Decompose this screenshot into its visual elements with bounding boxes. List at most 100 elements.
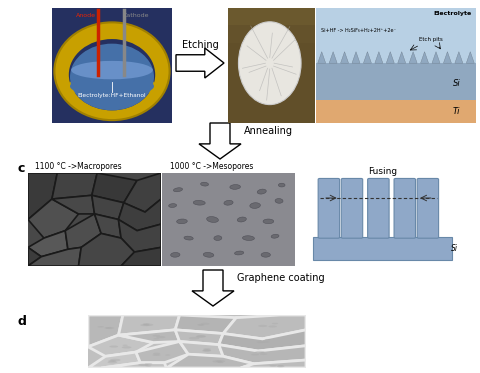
Polygon shape xyxy=(454,52,462,63)
Text: Fusing: Fusing xyxy=(367,167,396,176)
Polygon shape xyxy=(443,52,451,63)
Polygon shape xyxy=(223,315,305,339)
Polygon shape xyxy=(28,199,78,238)
Text: 1100 °C ->Macropores: 1100 °C ->Macropores xyxy=(35,162,121,171)
Polygon shape xyxy=(199,123,240,159)
Circle shape xyxy=(264,339,270,340)
Circle shape xyxy=(105,327,114,329)
Circle shape xyxy=(110,359,120,361)
Circle shape xyxy=(254,351,264,353)
Text: 1000 °C ->Mesopores: 1000 °C ->Mesopores xyxy=(169,162,253,171)
Polygon shape xyxy=(88,335,153,356)
Bar xyxy=(315,63,475,100)
Polygon shape xyxy=(118,199,161,231)
Ellipse shape xyxy=(249,203,260,209)
Ellipse shape xyxy=(234,251,243,255)
Circle shape xyxy=(145,365,151,367)
Ellipse shape xyxy=(71,61,153,79)
Ellipse shape xyxy=(69,39,155,110)
Polygon shape xyxy=(88,352,140,368)
Ellipse shape xyxy=(173,188,182,192)
Circle shape xyxy=(258,325,267,327)
Circle shape xyxy=(108,360,116,362)
Circle shape xyxy=(268,326,276,327)
Circle shape xyxy=(203,348,210,350)
Polygon shape xyxy=(397,52,405,63)
Ellipse shape xyxy=(203,253,214,257)
Polygon shape xyxy=(431,52,439,63)
Polygon shape xyxy=(121,247,161,266)
Circle shape xyxy=(153,338,159,339)
Polygon shape xyxy=(118,219,161,252)
Polygon shape xyxy=(328,52,336,63)
Ellipse shape xyxy=(271,234,278,238)
Bar xyxy=(312,237,451,260)
Polygon shape xyxy=(52,195,94,214)
Bar xyxy=(228,25,314,123)
Circle shape xyxy=(276,366,284,367)
Circle shape xyxy=(153,353,160,354)
Polygon shape xyxy=(92,173,137,203)
Circle shape xyxy=(188,337,199,339)
Circle shape xyxy=(201,323,209,325)
Polygon shape xyxy=(65,214,101,249)
Text: Cathode: Cathode xyxy=(122,13,149,18)
Text: Si: Si xyxy=(452,79,460,88)
Circle shape xyxy=(121,346,131,348)
FancyBboxPatch shape xyxy=(416,178,438,238)
Polygon shape xyxy=(118,315,179,335)
FancyBboxPatch shape xyxy=(367,178,388,238)
Text: Si+HF -> H₂SiF₆+H₂+2H⁺+2e⁻: Si+HF -> H₂SiF₆+H₂+2H⁺+2e⁻ xyxy=(320,28,395,34)
Circle shape xyxy=(196,335,204,338)
Polygon shape xyxy=(136,342,188,363)
Polygon shape xyxy=(420,52,428,63)
Ellipse shape xyxy=(200,182,208,186)
Text: Etching: Etching xyxy=(181,40,218,50)
FancyBboxPatch shape xyxy=(317,178,339,238)
Circle shape xyxy=(269,365,276,367)
Polygon shape xyxy=(240,360,305,368)
Polygon shape xyxy=(192,270,233,306)
Circle shape xyxy=(263,341,269,343)
Circle shape xyxy=(251,354,258,355)
Polygon shape xyxy=(175,315,236,333)
Ellipse shape xyxy=(229,185,240,189)
Polygon shape xyxy=(218,330,305,351)
Text: Electrolyte:HF+Ethanol: Electrolyte:HF+Ethanol xyxy=(78,93,146,98)
Circle shape xyxy=(138,364,148,366)
Circle shape xyxy=(259,353,267,355)
Circle shape xyxy=(122,345,128,346)
Ellipse shape xyxy=(214,236,221,241)
Ellipse shape xyxy=(263,219,273,224)
Ellipse shape xyxy=(184,236,193,240)
Circle shape xyxy=(143,323,149,325)
Text: Electrolyte: Electrolyte xyxy=(432,12,470,16)
Circle shape xyxy=(152,354,160,356)
FancyBboxPatch shape xyxy=(393,178,415,238)
Polygon shape xyxy=(123,173,161,212)
Circle shape xyxy=(212,360,221,363)
Ellipse shape xyxy=(206,217,218,222)
Circle shape xyxy=(108,361,117,363)
Polygon shape xyxy=(118,330,179,342)
Polygon shape xyxy=(28,173,57,219)
Circle shape xyxy=(277,365,283,366)
Ellipse shape xyxy=(70,76,154,97)
Circle shape xyxy=(195,335,206,338)
Text: b: b xyxy=(228,12,236,25)
Polygon shape xyxy=(179,342,223,356)
Polygon shape xyxy=(88,315,122,347)
Circle shape xyxy=(217,362,223,363)
FancyBboxPatch shape xyxy=(340,178,362,238)
Ellipse shape xyxy=(193,200,205,205)
Polygon shape xyxy=(28,247,81,266)
Ellipse shape xyxy=(68,73,156,99)
Text: Anode: Anode xyxy=(75,13,96,18)
Circle shape xyxy=(271,323,277,324)
Circle shape xyxy=(152,335,160,337)
Polygon shape xyxy=(101,363,166,368)
Text: Annealing: Annealing xyxy=(243,126,292,136)
Circle shape xyxy=(165,354,170,356)
Ellipse shape xyxy=(237,217,246,222)
Polygon shape xyxy=(176,48,224,78)
